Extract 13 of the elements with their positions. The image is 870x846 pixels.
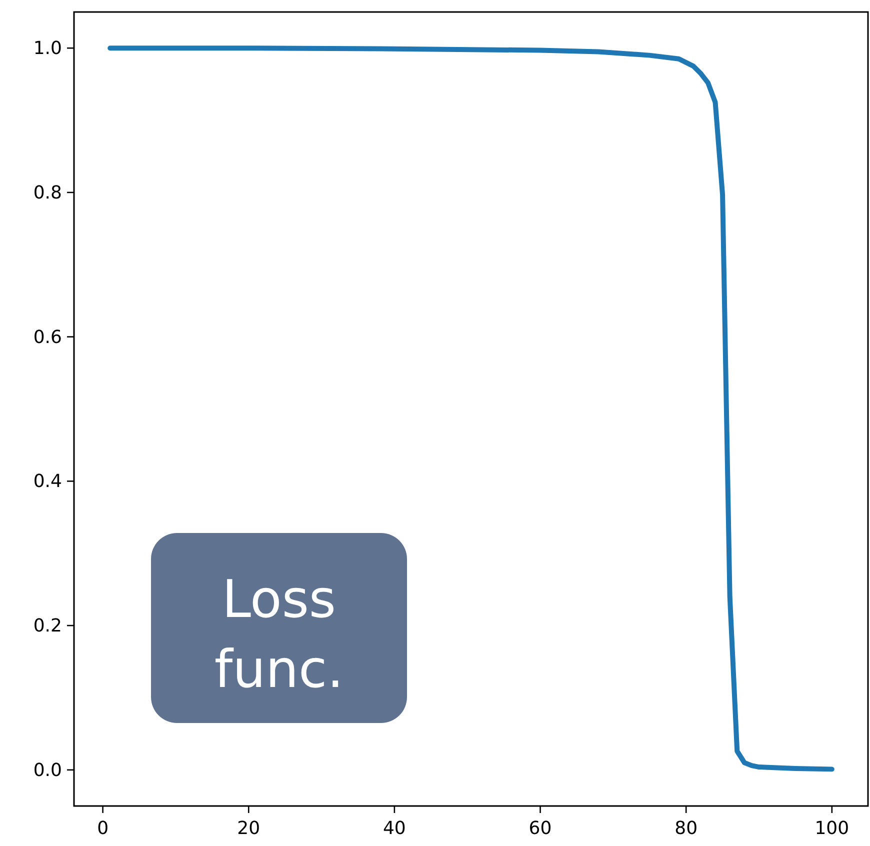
y-tick-label: 0.0	[33, 760, 62, 781]
y-tick-label: 0.6	[33, 326, 62, 348]
y-tick-label: 0.4	[33, 471, 62, 492]
x-tick-label: 40	[382, 818, 406, 839]
x-tick-label: 60	[528, 818, 552, 839]
x-tick-label: 0	[97, 818, 109, 839]
x-tick-label: 80	[674, 818, 698, 839]
y-tick-label: 0.2	[33, 616, 62, 637]
y-tick-label: 0.8	[33, 182, 62, 204]
x-tick-label: 20	[237, 818, 260, 839]
y-tick-label: 1.0	[33, 38, 62, 60]
x-tick-label: 100	[814, 818, 850, 839]
annotation: Loss func.	[214, 570, 344, 700]
